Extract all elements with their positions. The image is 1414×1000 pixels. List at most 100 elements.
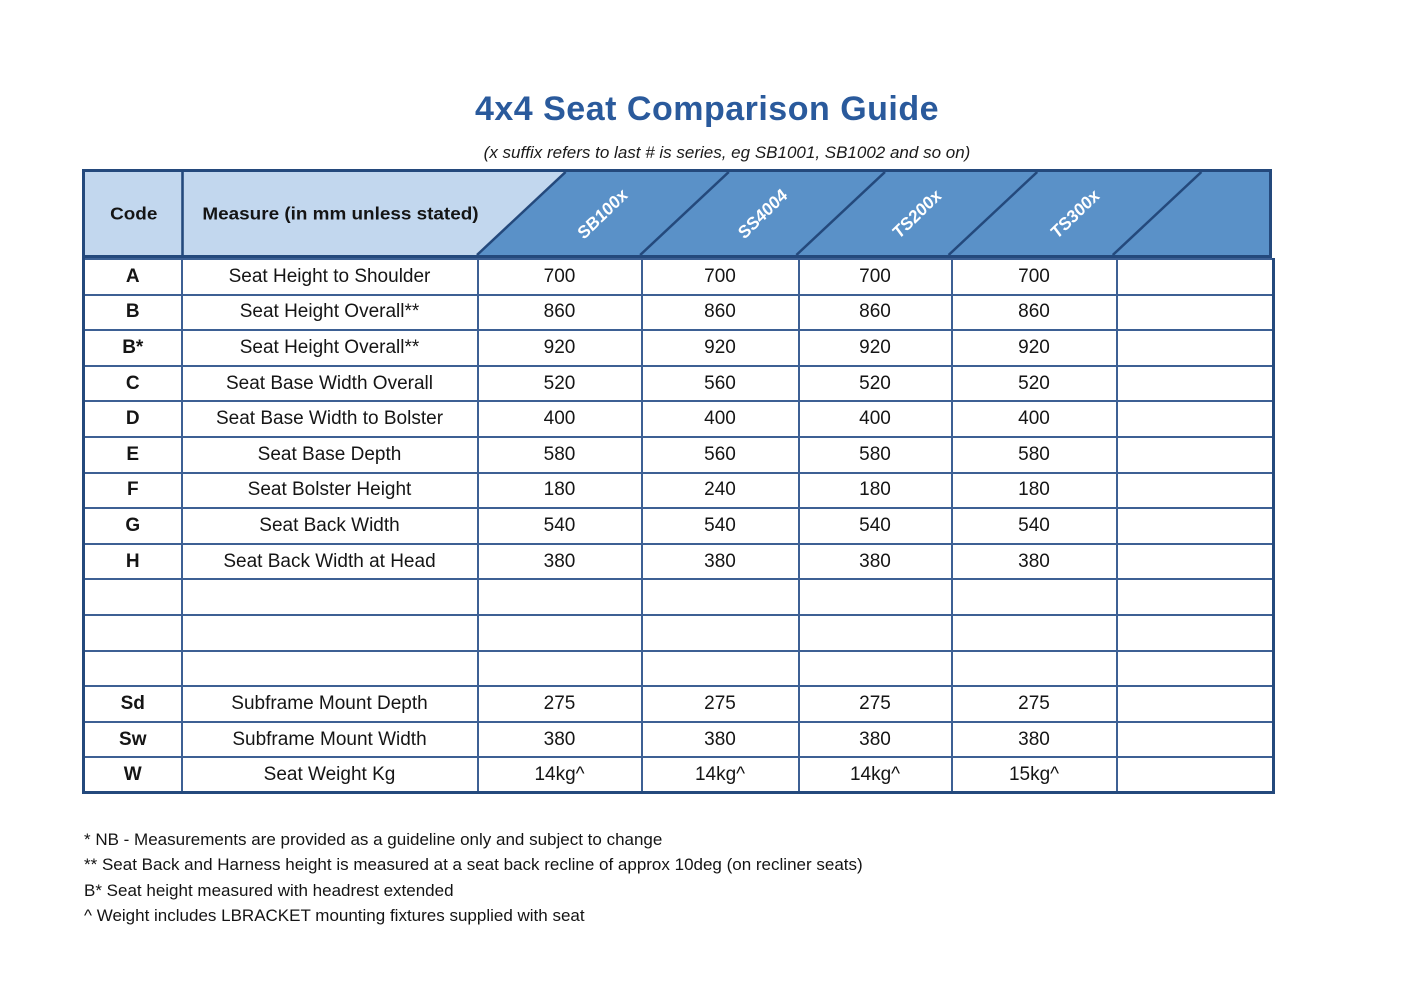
measure-column-header: Measure (in mm unless stated) bbox=[202, 203, 478, 223]
value-cell bbox=[950, 649, 1118, 688]
value-cell: 700 bbox=[476, 258, 643, 296]
measurement-grid: A Seat Height to Shoulder 700 700 700 700 B Sea… bbox=[82, 258, 1275, 795]
value-cell bbox=[950, 613, 1118, 652]
code-cell: F bbox=[82, 471, 183, 510]
value-cell bbox=[797, 613, 953, 652]
value-cell: 920 bbox=[797, 329, 953, 367]
code-cell bbox=[82, 649, 183, 688]
value-cell: 380 bbox=[640, 542, 800, 581]
code-cell: E bbox=[82, 435, 183, 474]
code-cell: A bbox=[82, 258, 183, 296]
value-cell bbox=[476, 613, 643, 652]
measure-cell: Seat Base Width to Bolster bbox=[180, 400, 479, 438]
comparison-table: Code Measure (in mm unless stated) SB100… bbox=[82, 169, 1275, 795]
value-cell bbox=[1115, 507, 1275, 545]
measure-cell bbox=[180, 649, 479, 688]
value-cell: 580 bbox=[950, 435, 1118, 474]
value-cell: 14kg^ bbox=[640, 756, 800, 794]
value-cell bbox=[1115, 613, 1275, 652]
value-cell: 380 bbox=[950, 720, 1118, 759]
value-cell: 520 bbox=[476, 364, 643, 403]
value-cell bbox=[1115, 720, 1275, 759]
value-cell bbox=[1115, 329, 1275, 367]
value-cell bbox=[1115, 293, 1275, 332]
code-cell bbox=[82, 613, 183, 652]
code-cell: W bbox=[82, 756, 183, 794]
value-cell: 920 bbox=[476, 329, 643, 367]
value-cell bbox=[476, 649, 643, 688]
page-title: 4x4 Seat Comparison Guide bbox=[474, 90, 940, 128]
value-cell: 380 bbox=[797, 720, 953, 759]
value-cell bbox=[640, 613, 800, 652]
value-cell: 920 bbox=[950, 329, 1118, 367]
table-row bbox=[82, 578, 1275, 616]
value-cell: 860 bbox=[640, 293, 800, 332]
value-cell bbox=[476, 578, 643, 616]
value-cell: 860 bbox=[950, 293, 1118, 332]
diagonal-divider bbox=[1111, 172, 1203, 255]
value-cell: 400 bbox=[797, 400, 953, 438]
value-cell: 560 bbox=[640, 364, 800, 403]
code-cell: B bbox=[82, 293, 183, 332]
value-cell: 920 bbox=[640, 329, 800, 367]
table-header: Code Measure (in mm unless stated) SB100… bbox=[82, 169, 1272, 258]
value-cell: 275 bbox=[950, 685, 1118, 723]
measure-cell: Seat Weight Kg bbox=[180, 756, 479, 794]
value-cell bbox=[1115, 649, 1275, 688]
header-blue-region bbox=[477, 172, 1269, 255]
diagonal-divider bbox=[795, 172, 886, 255]
code-cell: G bbox=[82, 507, 183, 545]
value-cell: 520 bbox=[950, 364, 1118, 403]
table-row: Sw Subframe Mount Width 380 380 380 380 bbox=[82, 720, 1275, 759]
value-cell: 520 bbox=[797, 364, 953, 403]
value-cell bbox=[640, 578, 800, 616]
value-cell: 180 bbox=[797, 471, 953, 510]
value-cell: 540 bbox=[797, 507, 953, 545]
table-row bbox=[82, 649, 1275, 688]
code-cell bbox=[82, 578, 183, 616]
footnote-guideline: * NB - Measurements are provided as a gu… bbox=[84, 830, 663, 849]
value-cell: 15kg^ bbox=[950, 756, 1118, 794]
measure-cell: Seat Bolster Height bbox=[180, 471, 479, 510]
value-cell: 380 bbox=[797, 542, 953, 581]
table-row bbox=[82, 613, 1275, 652]
table-row: Sd Subframe Mount Depth 275 275 275 275 bbox=[82, 685, 1275, 723]
measure-cell: Subframe Mount Width bbox=[180, 720, 479, 759]
value-cell: 380 bbox=[476, 720, 643, 759]
value-cell bbox=[1115, 685, 1275, 723]
value-cell: 380 bbox=[476, 542, 643, 581]
page-subtitle: (x suffix refers to last # is series, eg… bbox=[483, 143, 971, 162]
value-cell: 400 bbox=[950, 400, 1118, 438]
value-cell: 860 bbox=[797, 293, 953, 332]
table-row: B* Seat Height Overall** 920 920 920 920 bbox=[82, 329, 1275, 367]
diagonal-divider bbox=[639, 172, 730, 255]
value-cell bbox=[1115, 435, 1275, 474]
value-cell: 540 bbox=[640, 507, 800, 545]
code-cell: Sw bbox=[82, 720, 183, 759]
value-cell: 700 bbox=[950, 258, 1118, 296]
footnotes: * NB - Measurements are provided as a gu… bbox=[84, 827, 1334, 928]
diagonal-divider bbox=[947, 172, 1039, 255]
measure-cell bbox=[180, 613, 479, 652]
value-cell: 580 bbox=[476, 435, 643, 474]
table-row: D Seat Base Width to Bolster 400 400 400 400 bbox=[82, 400, 1275, 438]
table-row: B Seat Height Overall** 860 860 860 860 bbox=[82, 293, 1275, 332]
value-cell bbox=[1115, 756, 1275, 794]
value-cell bbox=[1115, 542, 1275, 581]
value-cell: 700 bbox=[640, 258, 800, 296]
table-row: W Seat Weight Kg 14kg^ 14kg^ 14kg^ 15kg^ bbox=[82, 756, 1275, 794]
value-cell: 180 bbox=[476, 471, 643, 510]
table-row: F Seat Bolster Height 180 240 180 180 bbox=[82, 471, 1275, 510]
value-cell bbox=[1115, 258, 1275, 296]
value-cell: 560 bbox=[640, 435, 800, 474]
diagonal-header-graphic: Code Measure (in mm unless stated) SB100… bbox=[85, 172, 1269, 255]
value-cell bbox=[797, 649, 953, 688]
value-cell: 380 bbox=[640, 720, 800, 759]
diagonal-divider bbox=[476, 172, 567, 255]
value-cell: 275 bbox=[476, 685, 643, 723]
value-cell bbox=[1115, 400, 1275, 438]
footnote-weight: ^ Weight includes LBRACKET mounting fixt… bbox=[84, 905, 585, 925]
measure-cell: Seat Height to Shoulder bbox=[180, 258, 479, 296]
value-cell bbox=[1115, 364, 1275, 403]
code-column-header: Code bbox=[110, 203, 157, 223]
